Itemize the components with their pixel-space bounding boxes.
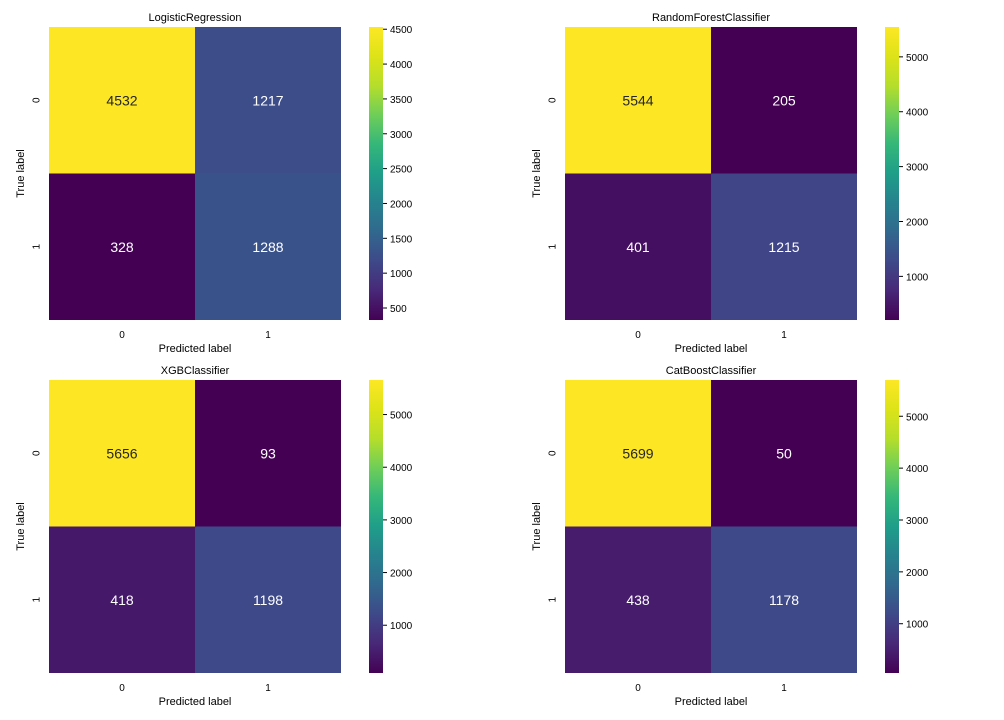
cell-value: 1217	[252, 92, 283, 108]
x-tick-label: 0	[119, 683, 125, 694]
x-tick-label: 1	[781, 683, 787, 694]
heatmap-cell	[565, 380, 711, 527]
cell-value: 5656	[106, 445, 137, 461]
colorbar-tick-label: 2000	[390, 569, 413, 580]
x-tick-label: 0	[635, 330, 641, 341]
x-tick-label: 1	[265, 330, 271, 341]
confusion-matrix-panel-0: LogisticRegression 4532 1217 328 1288 0 1 0 1 Pre…	[15, 12, 413, 355]
heatmap-cell	[711, 173, 857, 320]
y-tick-label: 0	[548, 97, 559, 103]
heatmap-cell	[565, 526, 711, 673]
colorbar-tick-label: 3000	[906, 163, 929, 174]
x-axis-label: Predicted label	[159, 696, 232, 708]
colorbar-tick-label: 4500	[390, 25, 413, 36]
y-tick-label: 0	[548, 450, 559, 456]
colorbar-tick-label: 4000	[390, 60, 413, 71]
colorbar-tick-label: 5000	[906, 412, 929, 423]
x-tick-label: 0	[119, 330, 125, 341]
colorbar-tick-label: 4000	[906, 464, 929, 475]
colorbar-tick-label: 4000	[906, 108, 929, 119]
heatmap-cell	[565, 27, 711, 174]
heatmap-cell	[195, 27, 341, 174]
cell-value: 5699	[622, 445, 653, 461]
x-axis-label: Predicted label	[159, 343, 232, 355]
y-axis-label: True label	[15, 502, 27, 551]
colorbar-tick-label: 1000	[390, 269, 413, 280]
heatmap-cell	[49, 173, 195, 320]
y-tick-label: 1	[32, 244, 43, 250]
cell-value: 93	[260, 445, 276, 461]
colorbar-tick-label: 5000	[906, 53, 929, 64]
cell-value: 1178	[769, 592, 799, 608]
x-axis-label: Predicted label	[675, 696, 748, 708]
cell-value: 1198	[253, 592, 283, 608]
y-axis-label: True label	[15, 149, 27, 198]
cell-value: 50	[776, 445, 792, 461]
cell-value: 438	[626, 592, 650, 608]
chart-title: LogisticRegression	[149, 12, 242, 24]
x-tick-label: 1	[781, 330, 787, 341]
colorbar-tick-label: 3000	[906, 516, 929, 527]
cell-value: 1215	[768, 239, 799, 255]
confusion-matrix-panel-3: CatBoostClassifier 5699 50 438 1178 0 1 0 1 Predi…	[531, 365, 929, 708]
confusion-matrix-panel-2: XGBClassifier 5656 93 418 1198 0 1 0 1 Predicted …	[15, 365, 413, 708]
chart-title: XGBClassifier	[161, 365, 230, 377]
y-tick-label: 1	[548, 244, 559, 250]
cell-value: 418	[110, 592, 134, 608]
y-tick-label: 1	[548, 597, 559, 603]
colorbar-tick-label: 500	[390, 304, 407, 315]
colorbar-tick-label: 2000	[390, 199, 413, 210]
heatmap-cell	[49, 526, 195, 673]
colorbar-tick-label: 1000	[906, 620, 929, 631]
y-axis-label: True label	[531, 149, 543, 198]
colorbar-tick-label: 4000	[390, 463, 413, 474]
heatmap-cell	[195, 526, 341, 673]
cell-value: 328	[110, 239, 134, 255]
cell-value: 205	[772, 92, 796, 108]
x-axis-label: Predicted label	[675, 343, 748, 355]
heatmap-cell	[195, 380, 341, 527]
heatmap-cell	[711, 380, 857, 527]
x-tick-label: 0	[635, 683, 641, 694]
colorbar	[885, 380, 899, 673]
heatmap-cell	[195, 173, 341, 320]
colorbar-tick-label: 2000	[906, 568, 929, 579]
cell-value: 1288	[252, 239, 283, 255]
colorbar	[369, 27, 383, 320]
cell-value: 4532	[106, 92, 137, 108]
colorbar-tick-label: 2000	[906, 217, 929, 228]
heatmap-cell	[711, 526, 857, 673]
y-axis-label: True label	[531, 502, 543, 551]
colorbar-tick-label: 3000	[390, 130, 413, 141]
heatmap-cell	[49, 27, 195, 174]
heatmap-cell	[49, 380, 195, 527]
colorbar-tick-label: 1000	[906, 272, 929, 283]
confusion-matrix-panel-1: RandomForestClassifier 5544 205 401 1215 0 1 0 1…	[531, 12, 929, 355]
chart-title: CatBoostClassifier	[666, 365, 757, 377]
heatmap-cell	[565, 173, 711, 320]
y-tick-label: 1	[32, 597, 43, 603]
cell-value: 401	[626, 239, 650, 255]
chart-title: RandomForestClassifier	[652, 12, 770, 24]
heatmap-cell	[711, 27, 857, 174]
cell-value: 5544	[622, 92, 653, 108]
colorbar-tick-label: 3500	[390, 95, 413, 106]
y-tick-label: 0	[32, 450, 43, 456]
colorbar	[369, 380, 383, 673]
y-tick-label: 0	[32, 97, 43, 103]
colorbar	[885, 27, 899, 320]
colorbar-tick-label: 1500	[390, 234, 413, 245]
colorbar-tick-label: 3000	[390, 516, 413, 527]
colorbar-tick-label: 5000	[390, 411, 413, 422]
x-tick-label: 1	[265, 683, 271, 694]
colorbar-tick-label: 2500	[390, 165, 413, 176]
colorbar-tick-label: 1000	[390, 621, 413, 632]
